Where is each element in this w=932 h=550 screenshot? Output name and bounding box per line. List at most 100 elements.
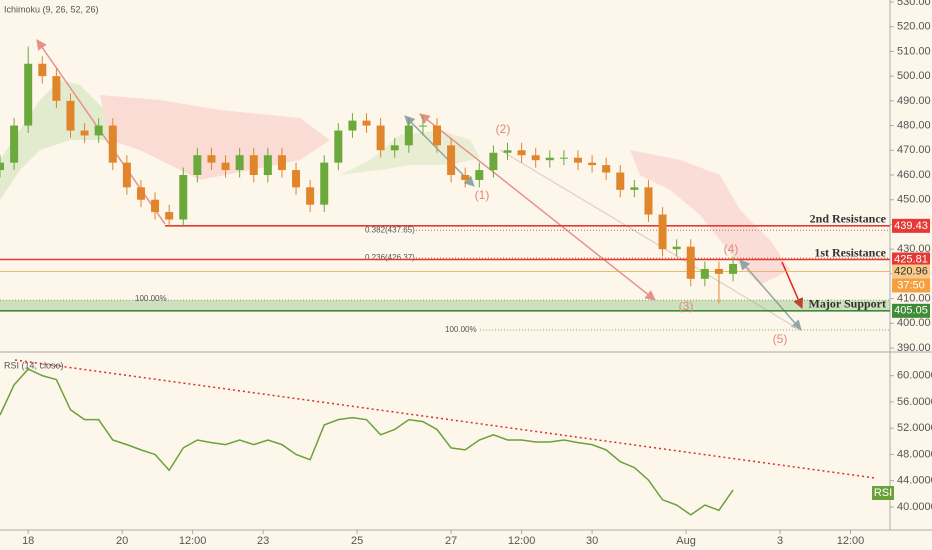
candle-body bbox=[0, 162, 4, 171]
candle-body bbox=[602, 165, 611, 173]
y-tick-label: 410.00 bbox=[897, 292, 931, 304]
price-tag bbox=[892, 303, 930, 318]
x-tick-label: 27 bbox=[445, 535, 457, 547]
candle-body bbox=[38, 63, 47, 77]
candle-body bbox=[573, 157, 582, 163]
candle-body bbox=[136, 187, 145, 200]
candle-body bbox=[151, 199, 160, 213]
fib-label: 0.236(426.37) bbox=[365, 253, 415, 262]
candle-body bbox=[24, 63, 33, 126]
candle-body bbox=[545, 157, 554, 161]
candle-body bbox=[292, 170, 301, 188]
x-tick-label: 12:00 bbox=[837, 535, 865, 547]
candle-body bbox=[249, 155, 258, 175]
y-tick-label: 48.0000 bbox=[897, 448, 932, 460]
candle-body bbox=[80, 130, 89, 136]
fib-label: 100.00% bbox=[445, 325, 477, 334]
y-tick-label: 450.00 bbox=[897, 194, 931, 206]
wave-label: (5) bbox=[773, 332, 788, 346]
cloud-pink bbox=[100, 95, 330, 180]
candle-body bbox=[348, 120, 357, 131]
candle-body bbox=[630, 187, 639, 190]
price-tag-label: 425.81 bbox=[894, 253, 928, 265]
candle-body bbox=[644, 187, 653, 215]
price-tag-label: 439.43 bbox=[894, 220, 928, 232]
y-tick-label: 60.0000 bbox=[897, 370, 932, 382]
x-tick-label: 23 bbox=[257, 535, 269, 547]
y-tick-label: 520.00 bbox=[897, 21, 931, 33]
support-zone bbox=[0, 300, 890, 311]
candle-body bbox=[10, 125, 19, 163]
y-tick-label: 510.00 bbox=[897, 45, 931, 57]
candle-body bbox=[531, 155, 540, 161]
x-tick-label: 30 bbox=[586, 535, 598, 547]
y-tick-label: 500.00 bbox=[897, 70, 931, 82]
x-tick-label: 12:00 bbox=[179, 535, 207, 547]
candle-body bbox=[221, 162, 230, 171]
candle-body bbox=[461, 175, 470, 180]
candle-body bbox=[263, 155, 272, 175]
candle-body bbox=[390, 145, 399, 151]
y-tick-label: 480.00 bbox=[897, 119, 931, 131]
candle-body bbox=[94, 125, 103, 136]
candle-body bbox=[489, 152, 498, 171]
y-tick-label: 470.00 bbox=[897, 144, 931, 156]
candle-body bbox=[320, 162, 329, 205]
y-tick-label: 430.00 bbox=[897, 243, 931, 255]
candle-body bbox=[729, 263, 738, 274]
candle-body bbox=[362, 120, 371, 126]
candle-body bbox=[193, 155, 202, 175]
x-tick-label: Aug bbox=[676, 535, 696, 547]
candle-body bbox=[559, 157, 568, 159]
candle-body bbox=[179, 175, 188, 220]
candle-body bbox=[277, 155, 286, 171]
candle-body bbox=[404, 125, 413, 146]
indicator-title: RSI (14, close) bbox=[4, 360, 64, 370]
fib-label: 0.382(437.65) bbox=[365, 225, 415, 234]
price-tag bbox=[892, 218, 930, 233]
y-tick-label: 400.00 bbox=[897, 317, 931, 329]
level-label: 2nd Resistance bbox=[810, 212, 887, 226]
wave-label: (4) bbox=[724, 242, 739, 256]
x-tick-label: 12:00 bbox=[508, 535, 536, 547]
y-tick-label: 490.00 bbox=[897, 95, 931, 107]
candle-body bbox=[66, 100, 75, 131]
candle-body bbox=[686, 246, 695, 279]
candle-body bbox=[503, 150, 512, 153]
indicator-title: Ichimoku (9, 26, 52, 26) bbox=[4, 4, 99, 14]
y-tick-label: 460.00 bbox=[897, 169, 931, 181]
price-tag-label: 420.96 bbox=[894, 265, 928, 277]
candle-body bbox=[475, 170, 484, 180]
y-tick-label: 40.0000 bbox=[897, 501, 932, 513]
candle-body bbox=[235, 155, 244, 171]
candle-body bbox=[334, 130, 343, 163]
x-tick-label: 25 bbox=[351, 535, 363, 547]
y-tick-label: 390.00 bbox=[897, 342, 931, 354]
price-tag-label: 405.05 bbox=[894, 305, 928, 317]
candle-body bbox=[700, 268, 709, 279]
price-tag bbox=[892, 252, 930, 267]
candle-body bbox=[672, 246, 681, 250]
y-tick-label: 44.0000 bbox=[897, 475, 932, 487]
cloud-pink bbox=[630, 150, 790, 285]
candle-body bbox=[165, 212, 174, 220]
rsi-line bbox=[0, 368, 734, 516]
x-tick-label: 18 bbox=[22, 535, 34, 547]
candle-body bbox=[714, 268, 723, 274]
candle-body bbox=[616, 172, 625, 190]
fib-label: 100.00% bbox=[135, 294, 167, 303]
candle-body bbox=[447, 145, 456, 175]
candle-body bbox=[306, 187, 315, 205]
countdown-tag bbox=[892, 278, 930, 293]
price-tag bbox=[892, 264, 930, 279]
candle-body bbox=[376, 125, 385, 151]
y-tick-label: 56.0000 bbox=[897, 396, 932, 408]
legend-label: RSI bbox=[874, 487, 892, 499]
countdown-label: 37:50 bbox=[897, 279, 925, 291]
wave-label: (3) bbox=[679, 299, 694, 313]
x-tick-label: 3 bbox=[777, 535, 783, 547]
level-label: Major Support bbox=[809, 297, 886, 311]
wave-label: (1) bbox=[475, 188, 490, 202]
